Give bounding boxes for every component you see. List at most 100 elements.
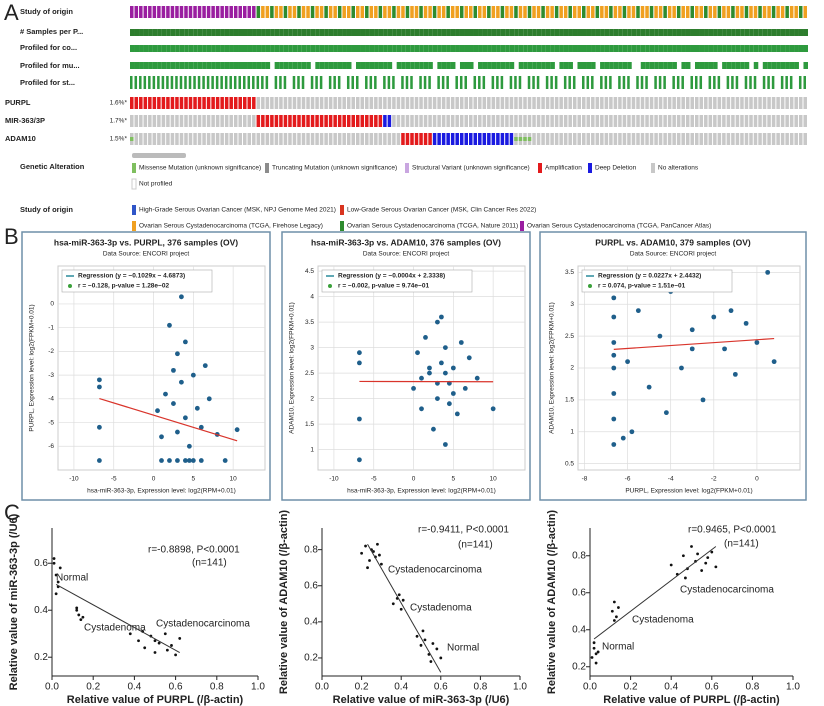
gene-cell (595, 115, 600, 127)
profiled-cell (175, 76, 178, 89)
samples-cell (667, 29, 673, 36)
samples-cell (455, 29, 460, 36)
legend-swatch (132, 163, 136, 173)
gene-cell (473, 97, 478, 109)
data-point (711, 314, 717, 320)
gene-cell (600, 97, 604, 109)
gene-cell (731, 97, 735, 109)
profiled-cell (532, 45, 537, 52)
gene-cell (758, 133, 762, 145)
legend-label: Regression (y = 0.0227x + 2.4432) (598, 273, 701, 280)
profiled-cell (328, 62, 334, 69)
y-tick-label: 0.2 (572, 661, 586, 672)
gene-cell (224, 133, 229, 145)
data-point (704, 561, 708, 565)
profiled-cell (365, 76, 368, 89)
samples-cell (631, 29, 637, 36)
gene-cell (328, 133, 333, 145)
gene-cell (798, 115, 803, 127)
profiled-cell (319, 76, 323, 89)
gene-cell (649, 115, 654, 127)
data-point (198, 458, 204, 463)
gene-cell (685, 115, 690, 127)
gene-cell (582, 115, 586, 127)
y-tick-label: 1.5 (565, 397, 574, 404)
gene-cell (505, 97, 509, 109)
profiled-cell (518, 76, 522, 89)
gene-cell (337, 97, 342, 109)
fit-line (55, 583, 180, 653)
gene-cell (536, 97, 541, 109)
gene-cell (134, 115, 139, 127)
data-point (689, 346, 695, 352)
profiled-cell (410, 62, 415, 69)
study-cell (450, 6, 455, 18)
gene-cell (649, 97, 654, 109)
gene-cell (554, 133, 559, 145)
gene-cell (256, 133, 261, 145)
profiled-cell (527, 45, 533, 52)
samples-cell (496, 29, 501, 36)
gene-cell (672, 97, 676, 109)
gene-cell (148, 133, 152, 145)
study-cell (292, 6, 297, 18)
gene-cell (645, 115, 649, 127)
data-point (178, 637, 182, 640)
samples-cell (731, 29, 736, 36)
gene-cell (211, 133, 215, 145)
samples-cell (527, 29, 533, 36)
study-cell (401, 6, 405, 18)
profiled-cell (731, 45, 736, 52)
profiled-cell (582, 62, 587, 69)
profiled-cell (749, 45, 754, 52)
samples-cell (758, 29, 763, 36)
x-axis-label: Relative value of PURPL (/β-actin) (603, 694, 780, 706)
x-tick-label: 0 (412, 476, 416, 483)
profiled-cell (563, 62, 569, 69)
profiled-cell (238, 45, 243, 52)
profiled-cell (369, 76, 373, 89)
samples-cell (717, 29, 723, 36)
gene-cell (148, 115, 152, 127)
profiled-cell (789, 76, 793, 89)
profiled-cell (649, 45, 655, 52)
gene-cell (360, 97, 365, 109)
gene-cell (220, 97, 224, 109)
study-cell (374, 6, 378, 18)
study-cell (767, 6, 771, 18)
x-tick-label: 5 (192, 476, 196, 483)
gene-cell (396, 133, 401, 145)
profiled-cell (667, 45, 673, 52)
data-point (415, 350, 420, 356)
samples-cell (672, 29, 677, 36)
gene-cell (446, 97, 450, 109)
gene-cell (636, 133, 640, 145)
y-tick-label: 2 (570, 365, 574, 372)
gene-cell (794, 133, 798, 145)
data-point (234, 427, 240, 433)
gene-cell (243, 133, 247, 145)
gene-cell (690, 133, 694, 145)
samples-cell (640, 29, 646, 36)
profiled-cell (803, 76, 806, 89)
gene-cell (496, 115, 500, 127)
y-tick-label: 0.8 (304, 544, 318, 555)
data-point (97, 424, 102, 430)
data-point (52, 561, 56, 565)
profiled-cell (500, 62, 506, 69)
study-cell (464, 6, 468, 18)
profiled-cell (256, 76, 260, 89)
profiled-cell (206, 76, 210, 89)
profiled-cell (527, 62, 533, 69)
study-cell (685, 6, 690, 18)
profiled-cell (428, 62, 433, 69)
samples-cell (663, 29, 668, 36)
gene-cell (432, 133, 437, 145)
samples-cell (297, 29, 302, 36)
study-cell (500, 6, 505, 18)
samples-cell (577, 29, 582, 36)
profiled-cell (166, 62, 171, 69)
gene-cell (423, 133, 428, 145)
profiled-cell (446, 76, 449, 89)
gene-cell (676, 97, 681, 109)
